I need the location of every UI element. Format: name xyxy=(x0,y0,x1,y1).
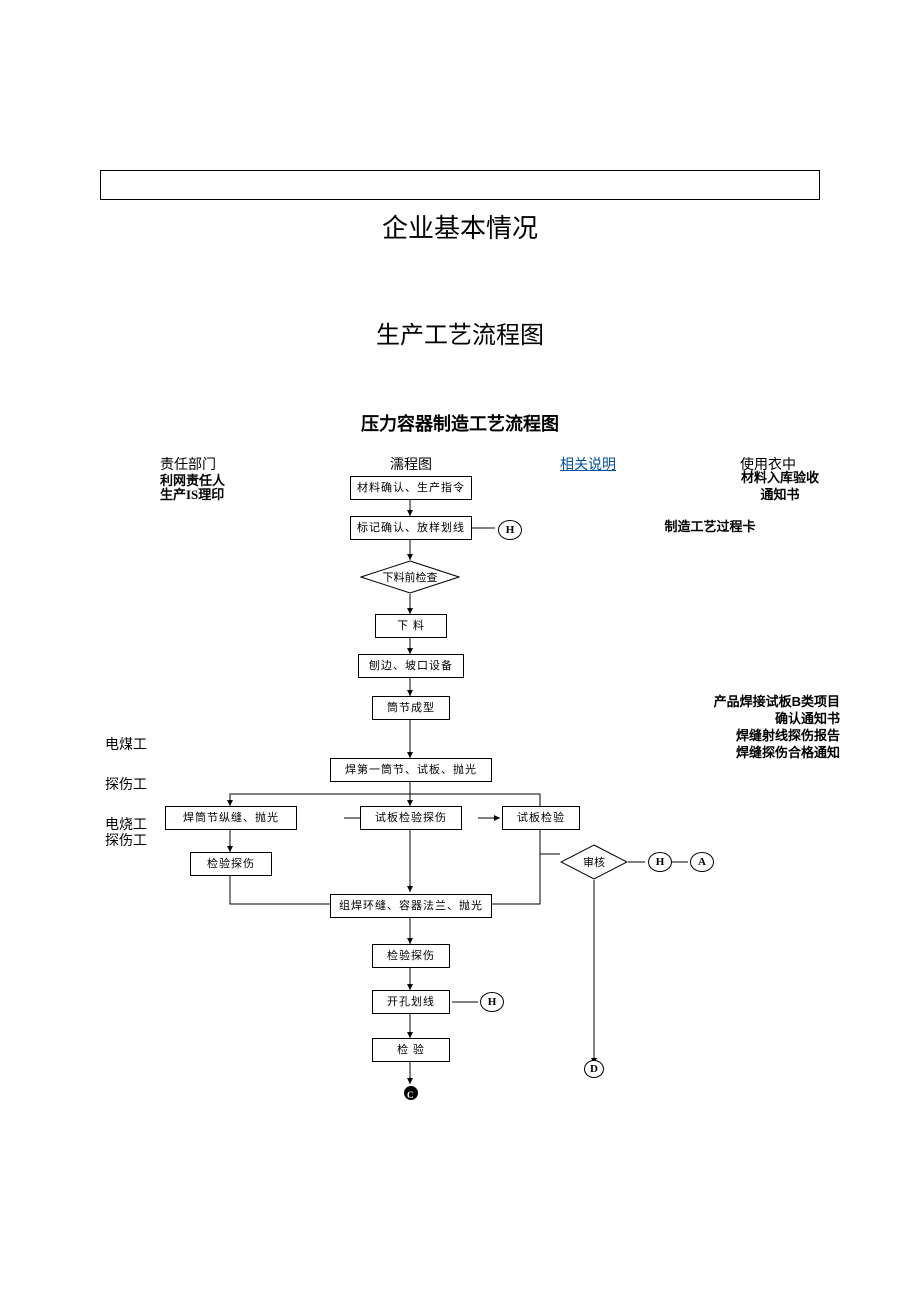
side-dianmei: 电煤工 xyxy=(105,734,147,754)
colhead-prod-is: 生产IS理印 xyxy=(160,484,224,503)
note-weld-l3: 焊缝射线探伤报告 xyxy=(736,728,840,743)
connector-c: C xyxy=(404,1086,418,1100)
note-material-in: 材料入库验收 通知书 xyxy=(720,470,840,504)
diamond-precut-label: 下料前检查 xyxy=(360,569,460,585)
box-test-board: 试板检验 xyxy=(502,806,580,830)
box-test-inspect: 试板检验探伤 xyxy=(360,806,462,830)
colhead-flow: 濡程图 xyxy=(390,454,432,474)
title-1: 企业基本情况 xyxy=(0,208,920,245)
mark-h-1: H xyxy=(498,520,522,540)
note-process-card: 制造工艺过程卡 xyxy=(640,519,780,536)
box-weld-long: 焊筒节纵缝、抛光 xyxy=(165,806,297,830)
note-material-in-l2: 通知书 xyxy=(760,487,799,502)
title-3: 压力容器制造工艺流程图 xyxy=(0,410,920,436)
note-weld-tests: 产品焊接试板B类项目 确认通知书 焊缝射线探伤报告 焊缝探伤合格通知 xyxy=(640,694,840,762)
box-weld-first: 焊第一筒节、试板、抛光 xyxy=(330,758,492,782)
note-material-in-l1: 材料入库验收 xyxy=(741,470,819,485)
diamond-review: 审核 xyxy=(560,844,628,880)
note-weld-l4: 焊缝探伤合格通知 xyxy=(736,745,840,760)
flowchart: 责任部门 利网责任人 生产IS理印 濡程图 相关说明 使用衣中 材料入库验收 通… xyxy=(0,444,920,1144)
diamond-precut-check: 下料前检查 xyxy=(360,560,460,594)
mark-h-review: H xyxy=(648,852,672,872)
side-tanshang1: 探伤工 xyxy=(105,774,147,794)
box-mark-confirm: 标记确认、放样划线 xyxy=(350,516,472,540)
title-2: 生产工艺流程图 xyxy=(0,315,920,350)
box-material-confirm: 材料确认、生产指令 xyxy=(350,476,472,500)
colhead-notes: 相关说明 xyxy=(560,454,616,474)
note-weld-l1: 产品焊接试板B类项目 xyxy=(714,694,840,709)
box-inspect-left: 检验探伤 xyxy=(190,852,272,876)
box-inspect-final: 检 验 xyxy=(372,1038,450,1062)
box-inspect-flaw: 检验探伤 xyxy=(372,944,450,968)
connector-d: D xyxy=(584,1060,604,1078)
diamond-review-label: 审核 xyxy=(560,854,628,870)
flow-lines xyxy=(0,444,920,1144)
header-rule-box xyxy=(100,170,820,200)
box-bevel: 刨边、坡口设备 xyxy=(358,654,464,678)
box-hole-mark: 开孔划线 xyxy=(372,990,450,1014)
note-weld-l2: 确认通知书 xyxy=(775,711,840,726)
box-cut: 下 料 xyxy=(375,614,447,638)
mark-h-hole: H xyxy=(480,992,504,1012)
side-tanshang2: 探伤工 xyxy=(105,830,147,850)
box-roll: 筒节成型 xyxy=(372,696,450,720)
mark-a-review: A xyxy=(690,852,714,872)
box-weld-circ: 组焊环缝、容器法兰、抛光 xyxy=(330,894,492,918)
